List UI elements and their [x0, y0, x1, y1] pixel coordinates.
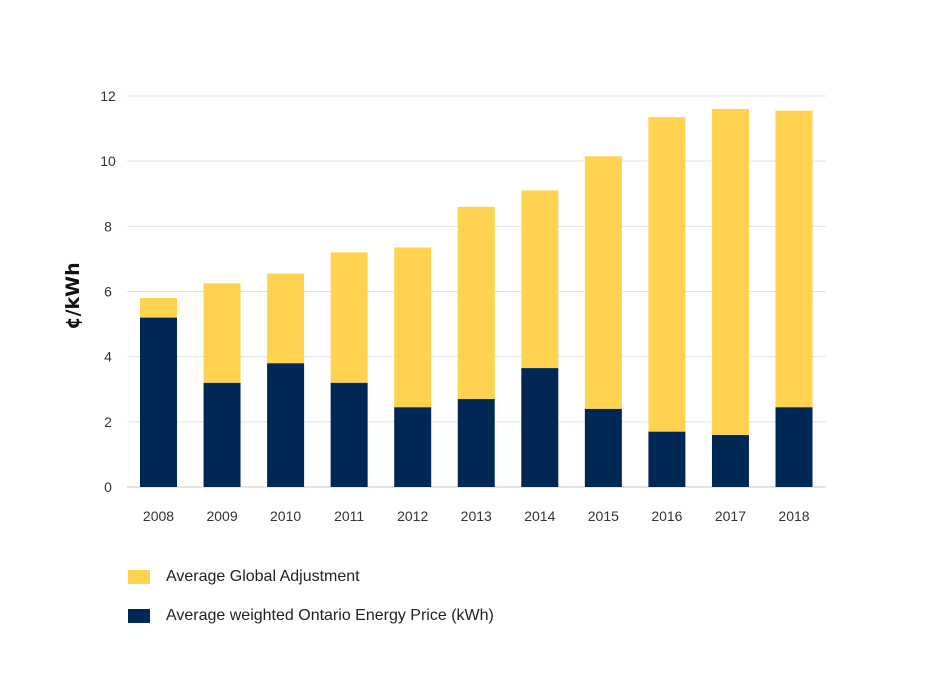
- x-tick-label: 2011: [334, 508, 364, 524]
- y-tick-label: 0: [104, 479, 112, 495]
- x-tick-label: 2015: [588, 508, 619, 524]
- bar-energy-price-2016: [648, 431, 686, 487]
- x-tick-label: 2010: [270, 508, 301, 524]
- bar-global-adjustment-2016: [648, 117, 686, 432]
- x-tick-label: 2013: [461, 508, 492, 524]
- y-tick-label: 4: [104, 349, 112, 365]
- bar-global-adjustment-2014: [521, 190, 559, 369]
- y-tick-label: 8: [104, 218, 112, 234]
- x-tick-label: 2016: [651, 508, 682, 524]
- bar-energy-price-2008: [140, 317, 177, 487]
- y-tick-label: 6: [104, 284, 112, 300]
- y-tick-label: 2: [104, 414, 112, 430]
- bar-energy-price-2011: [330, 382, 368, 487]
- bar-global-adjustment-2018: [775, 110, 813, 408]
- x-tick-label: 2018: [778, 508, 809, 524]
- legend-item-energy-price: Average weighted Ontario Energy Price (k…: [128, 605, 494, 627]
- y-tick-label: 12: [100, 88, 116, 104]
- bar-global-adjustment-2013: [457, 206, 495, 400]
- bar-global-adjustment-2008: [140, 298, 177, 318]
- bar-global-adjustment-2012: [394, 247, 432, 408]
- bar-global-adjustment-2017: [711, 109, 749, 435]
- legend-label-global-adjustment: Average Global Adjustment: [166, 568, 360, 585]
- y-axis-ticks: 0 2 4 6 8 10 12: [100, 88, 116, 495]
- legend: Average Global Adjustment Average weight…: [128, 566, 494, 644]
- x-tick-label: 2009: [206, 508, 237, 524]
- legend-swatch-global-adjustment: [128, 570, 150, 584]
- bar-energy-price-2013: [457, 399, 495, 487]
- bar-energy-price-2010: [267, 363, 305, 487]
- legend-swatch-energy-price: [128, 609, 150, 623]
- x-tick-label: 2014: [524, 508, 555, 524]
- x-tick-label: 2012: [397, 508, 428, 524]
- bar-energy-price-2014: [521, 368, 559, 487]
- legend-label-energy-price: Average weighted Ontario Energy Price (k…: [166, 607, 494, 624]
- bar-global-adjustment-2010: [267, 273, 305, 364]
- legend-item-global-adjustment: Average Global Adjustment: [128, 566, 494, 588]
- x-tick-label: 2017: [715, 508, 746, 524]
- bar-global-adjustment-2009: [203, 283, 241, 383]
- x-axis-ticks: 2008 2009 2010 2011 2012 2013 2014 2015 2016 2017…: [143, 508, 810, 524]
- bar-energy-price-2012: [394, 407, 432, 487]
- bars: [140, 109, 813, 487]
- bar-global-adjustment-2011: [330, 252, 368, 383]
- bar-energy-price-2015: [584, 408, 622, 487]
- bar-energy-price-2009: [203, 382, 241, 487]
- y-tick-label: 10: [100, 153, 116, 169]
- x-tick-label: 2008: [143, 508, 174, 524]
- bar-energy-price-2018: [775, 407, 813, 487]
- bar-global-adjustment-2015: [584, 156, 622, 409]
- y-axis-label: ¢/kWh: [62, 262, 84, 329]
- bar-energy-price-2017: [711, 434, 749, 487]
